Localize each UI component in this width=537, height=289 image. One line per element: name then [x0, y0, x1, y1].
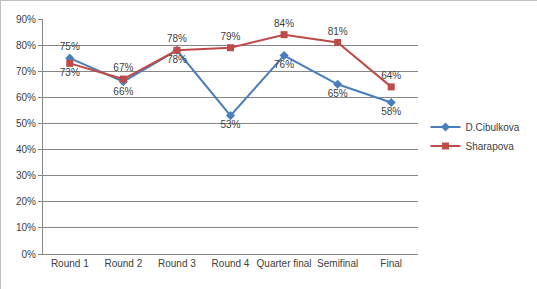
svg-text:58%: 58%: [381, 106, 401, 117]
svg-text:Semifinal: Semifinal: [317, 258, 358, 269]
svg-text:30%: 30%: [16, 170, 36, 181]
svg-text:66%: 66%: [113, 86, 133, 97]
svg-text:79%: 79%: [220, 31, 240, 42]
svg-text:Round 3: Round 3: [158, 258, 196, 269]
svg-text:78%: 78%: [167, 33, 187, 44]
svg-text:76%: 76%: [274, 59, 294, 70]
svg-text:20%: 20%: [16, 196, 36, 207]
svg-text:Round 2: Round 2: [104, 258, 142, 269]
svg-text:0%: 0%: [22, 249, 37, 260]
svg-text:70%: 70%: [16, 66, 36, 77]
svg-text:Quarter final: Quarter final: [257, 258, 312, 269]
svg-text:67%: 67%: [113, 62, 133, 73]
svg-text:73%: 73%: [60, 67, 80, 78]
svg-text:84%: 84%: [274, 18, 294, 29]
svg-text:53%: 53%: [220, 119, 240, 130]
svg-text:D.Cibulkova: D.Cibulkova: [466, 122, 520, 133]
svg-text:78%: 78%: [167, 54, 187, 65]
svg-text:90%: 90%: [16, 14, 36, 25]
svg-text:10%: 10%: [16, 222, 36, 233]
svg-text:80%: 80%: [16, 40, 36, 51]
svg-text:75%: 75%: [60, 41, 80, 52]
svg-text:Sharapova: Sharapova: [466, 141, 515, 152]
svg-text:65%: 65%: [328, 88, 348, 99]
svg-text:64%: 64%: [381, 70, 401, 81]
svg-text:60%: 60%: [16, 92, 36, 103]
svg-text:40%: 40%: [16, 144, 36, 155]
svg-text:Round 4: Round 4: [212, 258, 250, 269]
svg-text:Final: Final: [380, 258, 402, 269]
svg-text:81%: 81%: [328, 26, 348, 37]
svg-text:Round 1: Round 1: [51, 258, 89, 269]
svg-text:50%: 50%: [16, 118, 36, 129]
